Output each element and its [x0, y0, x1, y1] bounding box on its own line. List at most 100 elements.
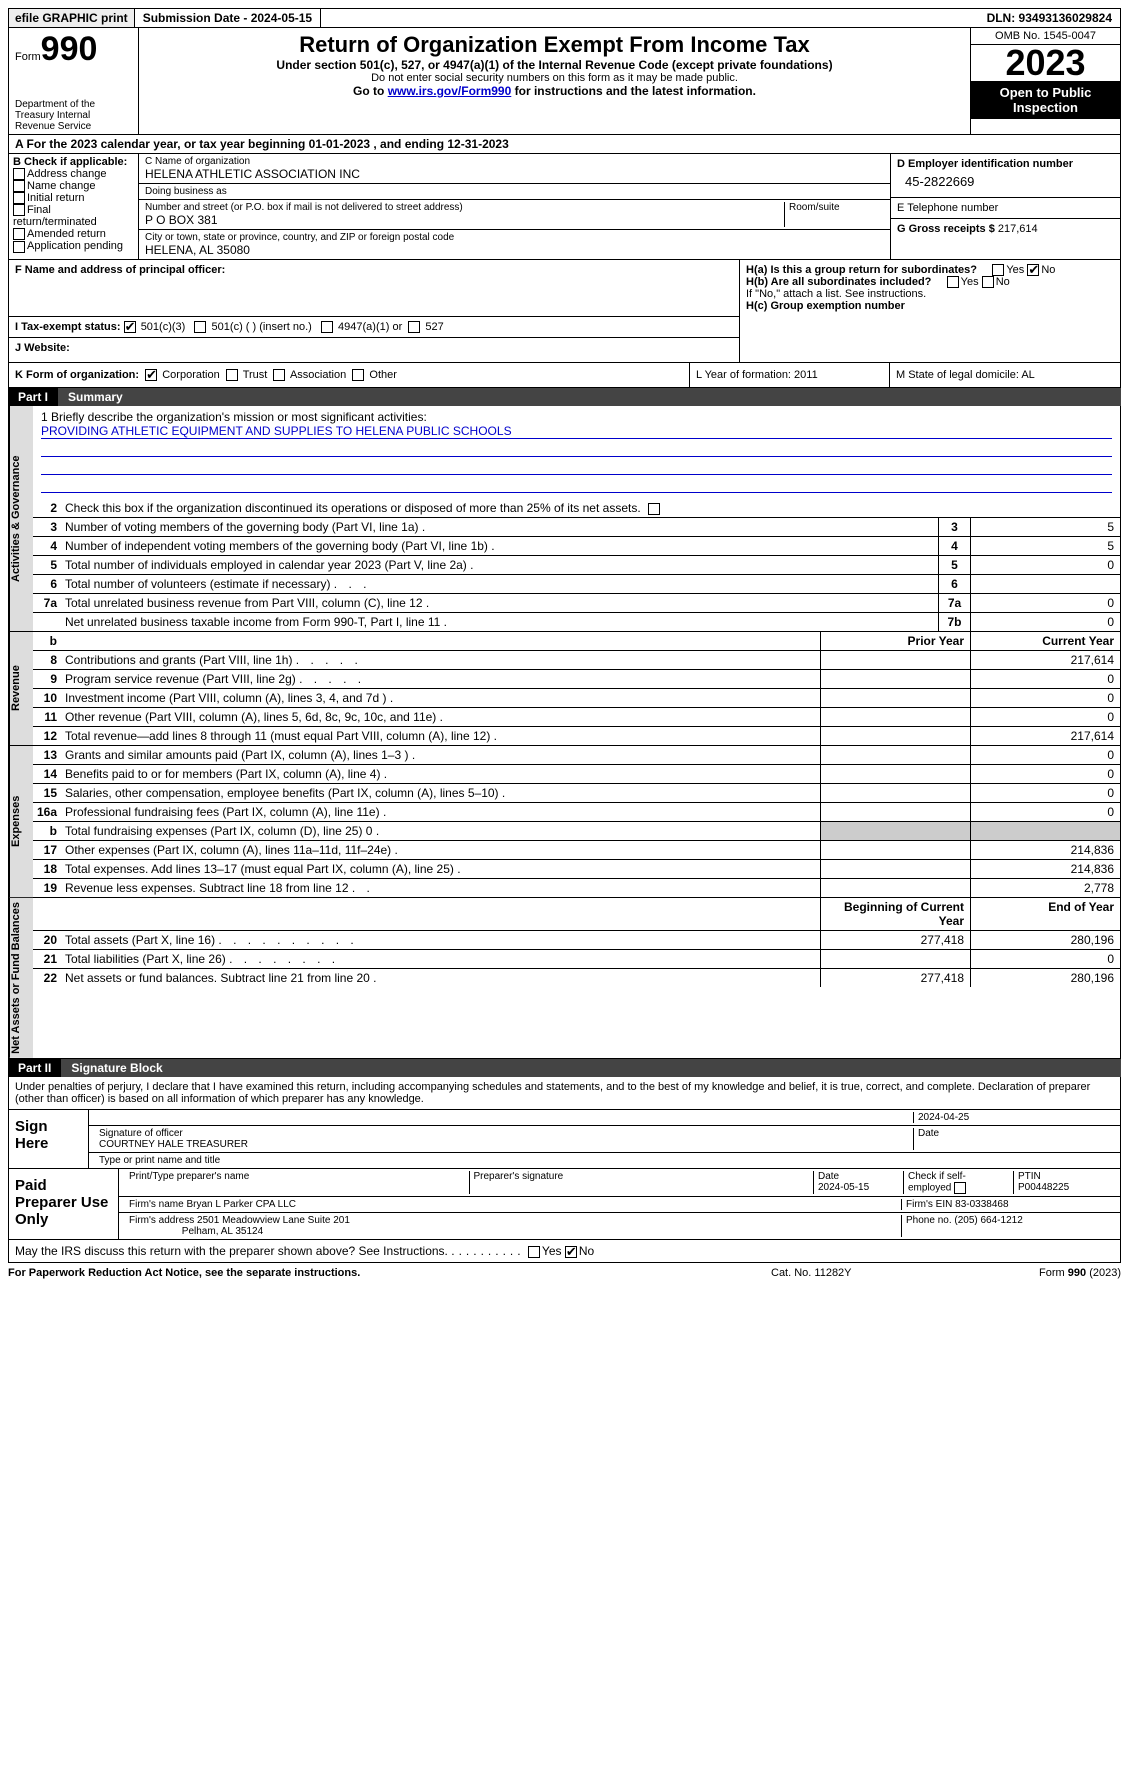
org-city: HELENA, AL 35080: [145, 243, 884, 257]
vtab-expenses: Expenses: [9, 746, 33, 897]
chk-hb-yes[interactable]: [947, 276, 959, 288]
subtitle-1: Under section 501(c), 527, or 4947(a)(1)…: [147, 58, 962, 72]
firm-addr2: Pelham, AL 35124: [182, 1226, 263, 1237]
firm-phone: (205) 664-1212: [954, 1215, 1022, 1226]
summary-expenses: Expenses 13Grants and similar amounts pa…: [8, 746, 1121, 898]
summary-governance: Activities & Governance 1 Briefly descri…: [8, 406, 1121, 632]
sign-here-label: Sign Here: [9, 1110, 89, 1168]
chk-discontinued[interactable]: [648, 503, 660, 515]
exp-row: 16aProfessional fundraising fees (Part I…: [33, 803, 1120, 822]
gov-row: 5Total number of individuals employed in…: [33, 556, 1120, 575]
rev-row: 12Total revenue—add lines 8 through 11 (…: [33, 727, 1120, 745]
chk-ha-yes[interactable]: [992, 264, 1004, 276]
gov-row: Net unrelated business taxable income fr…: [33, 613, 1120, 631]
state-domicile: M State of legal domicile: AL: [890, 363, 1120, 387]
part1-header: Part I Summary: [8, 388, 1121, 406]
rev-row: 8Contributions and grants (Part VIII, li…: [33, 651, 1120, 670]
chk-address-change[interactable]: [13, 168, 25, 180]
vtab-netassets: Net Assets or Fund Balances: [9, 898, 33, 1058]
form-title: Return of Organization Exempt From Incom…: [147, 32, 962, 58]
prep-date: 2024-05-15: [818, 1182, 869, 1193]
tax-year: 2023: [971, 45, 1120, 81]
gross-receipts: 217,614: [998, 223, 1038, 235]
chk-501c3[interactable]: [124, 321, 136, 333]
discuss-row: May the IRS discuss this return with the…: [8, 1240, 1121, 1263]
net-row: 22Net assets or fund balances. Subtract …: [33, 969, 1120, 987]
chk-corp[interactable]: [145, 369, 157, 381]
chk-discuss-yes[interactable]: [528, 1246, 540, 1258]
row-a-period: A For the 2023 calendar year, or tax yea…: [8, 135, 1121, 154]
col-c-org: C Name of organization HELENA ATHLETIC A…: [139, 154, 890, 259]
exp-row: bTotal fundraising expenses (Part IX, co…: [33, 822, 1120, 841]
net-row: 20Total assets (Part X, line 16) . . . .…: [33, 931, 1120, 950]
ein: 45-2822669: [897, 170, 1114, 193]
firm-name: Bryan L Parker CPA LLC: [186, 1199, 296, 1210]
chk-trust[interactable]: [226, 369, 238, 381]
subtitle-3: Go to www.irs.gov/Form990 for instructio…: [147, 84, 962, 98]
perjury-declaration: Under penalties of perjury, I declare th…: [9, 1077, 1120, 1110]
topbar: efile GRAPHIC print Submission Date - 20…: [8, 8, 1121, 28]
chk-app-pending[interactable]: [13, 241, 25, 253]
exp-row: 17Other expenses (Part IX, column (A), l…: [33, 841, 1120, 860]
form-label: Form: [15, 51, 41, 63]
firm-addr1: 2501 Meadowview Lane Suite 201: [197, 1215, 350, 1226]
exp-row: 18Total expenses. Add lines 13–17 (must …: [33, 860, 1120, 879]
chk-ha-no[interactable]: [1027, 264, 1039, 276]
col-d-ein: D Employer identification number 45-2822…: [890, 154, 1120, 259]
gov-row: 7aTotal unrelated business revenue from …: [33, 594, 1120, 613]
ptin: P00448225: [1018, 1182, 1069, 1193]
gov-row: 6Total number of volunteers (estimate if…: [33, 575, 1120, 594]
exp-row: 14Benefits paid to or for members (Part …: [33, 765, 1120, 784]
chk-amended[interactable]: [13, 228, 25, 240]
chk-assoc[interactable]: [273, 369, 285, 381]
page-footer: For Paperwork Reduction Act Notice, see …: [8, 1263, 1121, 1279]
row-fh: F Name and address of principal officer:…: [8, 260, 1121, 363]
subtitle-2: Do not enter social security numbers on …: [147, 72, 962, 84]
chk-hb-no[interactable]: [982, 276, 994, 288]
summary-netassets: Net Assets or Fund Balances Beginning of…: [8, 898, 1121, 1059]
vtab-revenue: Revenue: [9, 632, 33, 745]
chk-initial-return[interactable]: [13, 192, 25, 204]
open-inspection: Open to Public Inspection: [971, 81, 1120, 119]
irs-link[interactable]: www.irs.gov/Form990: [388, 84, 512, 98]
chk-527[interactable]: [408, 321, 420, 333]
net-row: 21Total liabilities (Part X, line 26) . …: [33, 950, 1120, 969]
org-name: HELENA ATHLETIC ASSOCIATION INC: [145, 167, 884, 181]
rev-row: 9Program service revenue (Part VIII, lin…: [33, 670, 1120, 689]
chk-discuss-no[interactable]: [565, 1246, 577, 1258]
chk-final-return[interactable]: [13, 204, 25, 216]
col-b-checkboxes: B Check if applicable: Address change Na…: [9, 154, 139, 259]
rev-row: 10Investment income (Part VIII, column (…: [33, 689, 1120, 708]
row-i-label: I Tax-exempt status:: [15, 321, 121, 333]
gov-row: 3Number of voting members of the governi…: [33, 518, 1120, 537]
chk-self-employed[interactable]: [954, 1182, 966, 1194]
exp-row: 19Revenue less expenses. Subtract line 1…: [33, 879, 1120, 897]
chk-4947[interactable]: [321, 321, 333, 333]
dln: DLN: 93493136029824: [979, 9, 1120, 27]
form-ref: Form 990 (2023): [971, 1267, 1121, 1279]
chk-name-change[interactable]: [13, 180, 25, 192]
gov-row: 4Number of independent voting members of…: [33, 537, 1120, 556]
efile-print-button[interactable]: efile GRAPHIC print: [9, 9, 135, 27]
org-address: P O BOX 381: [145, 213, 784, 227]
paid-preparer-label: Paid Preparer Use Only: [9, 1169, 119, 1239]
row-klm: K Form of organization: Corporation Trus…: [8, 363, 1121, 388]
dept-label: Department of the Treasury Internal Reve…: [15, 99, 132, 132]
officer-name: COURTNEY HALE TREASURER: [99, 1139, 909, 1150]
form-header: Form990 Department of the Treasury Inter…: [8, 28, 1121, 135]
summary-revenue: Revenue b Prior Year Current Year 8Contr…: [8, 632, 1121, 746]
block-bcd: B Check if applicable: Address change Na…: [8, 154, 1121, 260]
mission-text: PROVIDING ATHLETIC EQUIPMENT AND SUPPLIE…: [41, 424, 1112, 439]
row-j-label: J Website:: [15, 342, 70, 354]
chk-501c[interactable]: [194, 321, 206, 333]
firm-ein: 83-0338468: [955, 1199, 1008, 1210]
exp-row: 13Grants and similar amounts paid (Part …: [33, 746, 1120, 765]
exp-row: 15Salaries, other compensation, employee…: [33, 784, 1120, 803]
form-number: 990: [41, 30, 98, 68]
rev-row: 11Other revenue (Part VIII, column (A), …: [33, 708, 1120, 727]
cat-no: Cat. No. 11282Y: [771, 1267, 971, 1279]
chk-other[interactable]: [352, 369, 364, 381]
year-formation: L Year of formation: 2011: [690, 363, 890, 387]
submission-date: Submission Date - 2024-05-15: [135, 9, 321, 27]
part2-header: Part II Signature Block: [8, 1059, 1121, 1077]
